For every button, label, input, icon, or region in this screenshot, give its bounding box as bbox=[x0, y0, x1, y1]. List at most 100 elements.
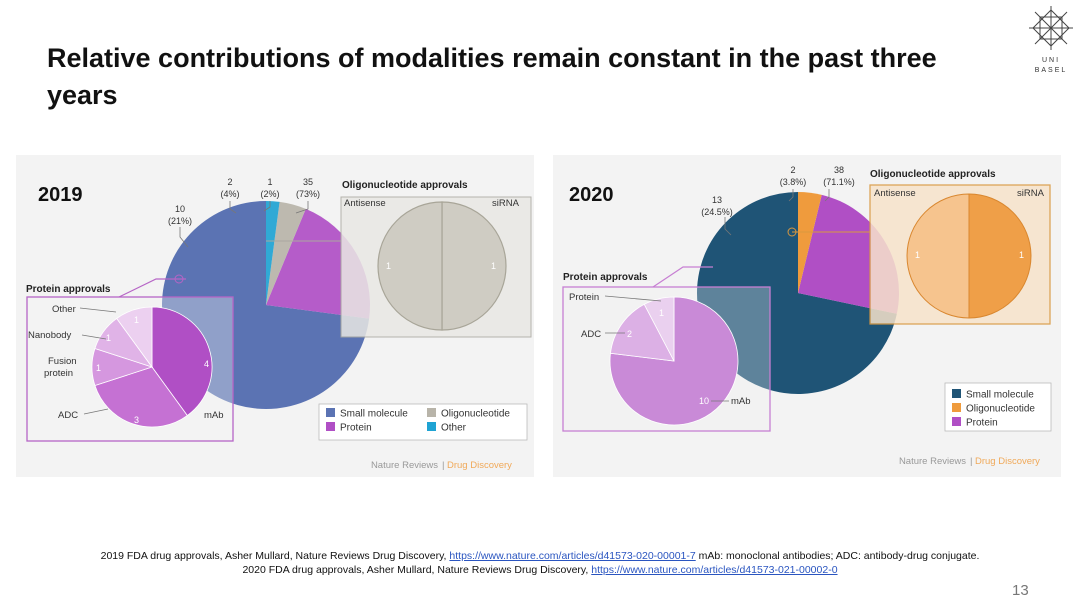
connector-dot bbox=[787, 227, 797, 237]
legend-label-oligonucleotide: Oligonucleotide bbox=[441, 409, 510, 420]
oligo-label-antisense: Antisense bbox=[344, 198, 386, 209]
oligo-value-sirna: 1 bbox=[491, 261, 496, 271]
protein-slice-adc bbox=[610, 303, 675, 362]
oligo-approvals-title-2019: Oligonucleotide approvals bbox=[342, 180, 468, 191]
reference-link-2020[interactable]: https://www.nature.com/articles/d41573-0… bbox=[591, 564, 838, 576]
pie-label-percent-protein: (24.5%) bbox=[701, 207, 733, 217]
legend-label-small-molecule: Small molecule bbox=[966, 390, 1034, 401]
pie-label-value-oligonucleotide: 2 bbox=[227, 177, 232, 187]
pie-label-percent-small-molecule: (71.1%) bbox=[823, 177, 855, 187]
oligo-slice-sirna bbox=[968, 193, 1032, 319]
pie-label-value-small-molecule: 38 bbox=[834, 165, 844, 175]
source-divider: | bbox=[970, 456, 972, 467]
pie-slice-oligonucleotide bbox=[798, 192, 822, 293]
year-label-2019: 2019 bbox=[38, 184, 83, 206]
protein-slice-adc bbox=[94, 366, 188, 428]
protein-label-adc: ADC bbox=[581, 329, 601, 340]
oligo-label-sirna: siRNA bbox=[492, 198, 520, 209]
source-right: Drug Discovery bbox=[975, 456, 1040, 467]
source-right: Drug Discovery bbox=[447, 460, 512, 471]
source-left: Nature Reviews bbox=[371, 460, 438, 471]
reference-2020: 2020 FDA drug approvals, Asher Mullard, … bbox=[242, 564, 838, 576]
protein-value-protein: 1 bbox=[659, 308, 664, 318]
leader-line bbox=[83, 408, 109, 415]
protein-label-fusion-line2: protein bbox=[44, 368, 73, 379]
protein-label-mab: mAb bbox=[204, 410, 224, 421]
legend-box bbox=[318, 403, 528, 441]
connector-dot bbox=[174, 274, 184, 284]
chart-panel-2019: 2019 35 (73%) 10 (21%) 2 (4%) 1 (2%) Oligonucleot… bbox=[16, 155, 534, 477]
source-divider: | bbox=[442, 460, 444, 471]
protein-slice-protein bbox=[643, 296, 675, 362]
protein-label-mab: mAb bbox=[731, 396, 751, 407]
protein-label-protein: Protein bbox=[569, 292, 599, 303]
oligo-slice-antisense bbox=[377, 201, 443, 331]
pie-label-value-oligonucleotide: 2 bbox=[790, 165, 795, 175]
legend-swatch-small-molecule bbox=[952, 389, 961, 398]
oligo-value-sirna: 1 bbox=[1019, 250, 1024, 260]
oligo-value-antisense: 1 bbox=[915, 250, 920, 260]
pie-label-value-protein: 13 bbox=[712, 195, 722, 205]
legend-swatch-protein bbox=[326, 422, 335, 431]
protein-value-mab: 4 bbox=[204, 359, 209, 369]
oligo-label-sirna: siRNA bbox=[1017, 188, 1045, 199]
protein-label-nanobody: Nanobody bbox=[28, 330, 72, 341]
protein-value-mab: 10 bbox=[699, 396, 709, 406]
leader-line bbox=[724, 217, 732, 236]
legend-label-small-molecule: Small molecule bbox=[340, 409, 408, 420]
pie-label-percent-other: (2%) bbox=[260, 189, 279, 199]
source-left: Nature Reviews bbox=[899, 456, 966, 467]
pie-slice-other bbox=[266, 201, 280, 305]
protein-value-nanobody: 1 bbox=[106, 333, 111, 343]
pie-label-percent-oligonucleotide: (4%) bbox=[220, 189, 239, 199]
protein-value-adc: 2 bbox=[627, 329, 632, 339]
pie-slice-small-molecule bbox=[697, 192, 897, 394]
legend-swatch-other bbox=[427, 422, 436, 431]
leader-line bbox=[295, 201, 309, 214]
protein-value-fusion-protein: 1 bbox=[96, 363, 101, 373]
leader-line bbox=[263, 201, 271, 212]
chart-2020: 2020 38 (71.1%) 13 (24.5%) 2 (3.8%) Oligonucleo… bbox=[562, 165, 1052, 467]
protein-value-other: 1 bbox=[134, 315, 139, 325]
pie-label-value-other: 1 bbox=[267, 177, 272, 187]
protein-slice-other bbox=[116, 306, 153, 369]
oligo-approvals-title-2020: Oligonucleotide approvals bbox=[870, 169, 996, 180]
leader-line bbox=[788, 189, 794, 202]
oligo-value-antisense: 1 bbox=[386, 261, 391, 271]
reference-2019: 2019 FDA drug approvals, Asher Mullard, … bbox=[100, 550, 980, 562]
pie-label-percent-small-molecule: (73%) bbox=[296, 189, 320, 199]
pie-label-value-small-molecule: 35 bbox=[303, 177, 313, 187]
legend-swatch-oligonucleotide bbox=[427, 408, 436, 417]
legend-label-oligonucleotide: Oligonucleotide bbox=[966, 404, 1035, 415]
leader-line bbox=[81, 334, 107, 340]
protein-slice-mab bbox=[151, 306, 213, 417]
protein-slice-mab bbox=[609, 296, 739, 426]
pie-slice-small-molecule bbox=[161, 201, 370, 409]
legend-swatch-protein bbox=[952, 417, 961, 426]
legend-label-protein: Protein bbox=[340, 423, 372, 434]
protein-approvals-title-2019: Protein approvals bbox=[26, 284, 111, 295]
protein-approvals-title-2020: Protein approvals bbox=[563, 272, 648, 283]
page-number: 13 bbox=[1012, 582, 1029, 599]
references: 2019 FDA drug approvals, Asher Mullard, … bbox=[0, 549, 1080, 577]
leader-line bbox=[604, 295, 662, 302]
leader-line bbox=[229, 201, 237, 214]
pie-label-value-protein: 10 bbox=[175, 204, 185, 214]
oligo-slice-antisense bbox=[906, 193, 970, 319]
slide-title: Relative contributions of modalities rem… bbox=[47, 43, 937, 110]
leader-line bbox=[824, 189, 830, 202]
logo-text-bottom: BASEL bbox=[1035, 67, 1068, 74]
reference-link-2019[interactable]: https://www.nature.com/articles/d41573-0… bbox=[449, 550, 696, 562]
oligo-slice-sirna bbox=[441, 201, 507, 331]
logo-text-top: UNI bbox=[1042, 57, 1060, 64]
pie-label-percent-oligonucleotide: (3.8%) bbox=[780, 177, 807, 187]
leader-line bbox=[179, 227, 189, 248]
legend-label-other: Other bbox=[441, 423, 467, 434]
legend-box bbox=[944, 382, 1052, 432]
pie-label-percent-protein: (21%) bbox=[168, 216, 192, 226]
connector-line bbox=[118, 278, 186, 298]
uni-basel-logo-icon: UNI BASEL bbox=[1029, 6, 1073, 74]
legend-swatch-small-molecule bbox=[326, 408, 335, 417]
year-label-2020: 2020 bbox=[569, 184, 614, 206]
legend-label-protein: Protein bbox=[966, 418, 998, 429]
